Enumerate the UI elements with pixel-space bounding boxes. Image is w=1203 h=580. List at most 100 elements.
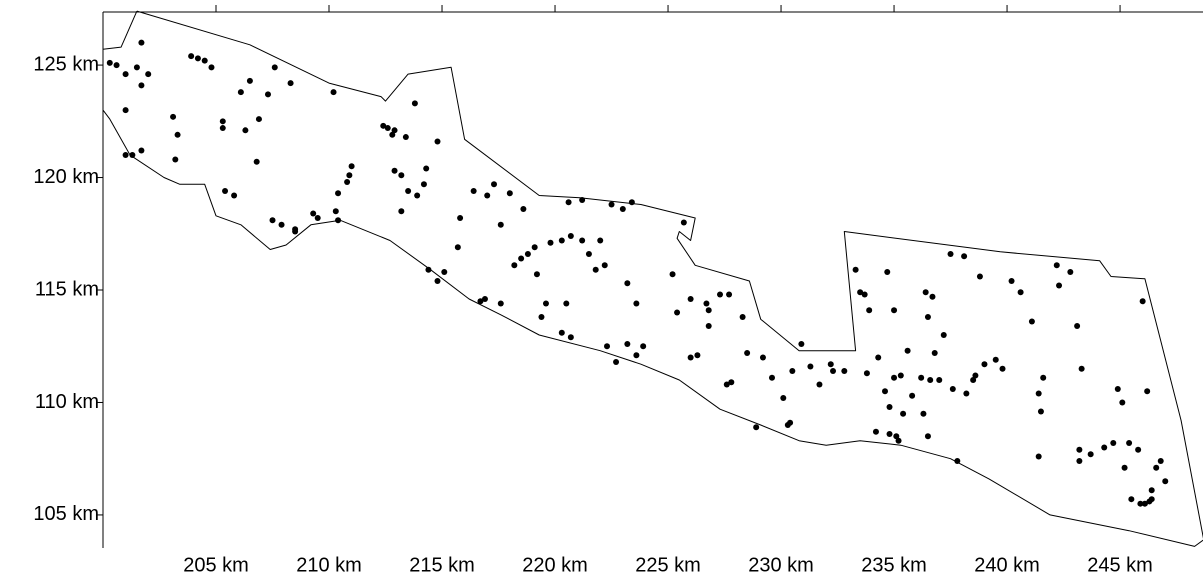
point [1148, 496, 1155, 503]
y-tick-label: 115 km [35, 278, 99, 300]
point [895, 437, 902, 444]
point [827, 361, 834, 368]
point [753, 424, 760, 431]
point [1037, 408, 1044, 415]
point [538, 314, 545, 321]
point [172, 156, 179, 163]
point [420, 181, 427, 188]
point [717, 291, 724, 298]
point [680, 219, 687, 226]
point [909, 392, 916, 399]
point [188, 53, 195, 60]
point [922, 289, 929, 296]
point [608, 201, 615, 208]
point [940, 331, 947, 338]
y-tick-label: 120 km [33, 166, 99, 188]
point [269, 217, 276, 224]
point [924, 433, 931, 440]
point [891, 374, 898, 381]
point [931, 349, 938, 356]
point [531, 244, 538, 251]
point [533, 271, 540, 278]
point [780, 394, 787, 401]
point [201, 57, 208, 64]
point [1035, 390, 1042, 397]
point [208, 64, 215, 71]
point [669, 271, 676, 278]
point [542, 300, 549, 307]
point [703, 300, 710, 307]
point [411, 100, 418, 107]
point [122, 152, 129, 159]
point [567, 233, 574, 240]
point [857, 289, 864, 296]
point [425, 266, 432, 273]
point [194, 55, 201, 62]
point [335, 217, 342, 224]
point [687, 296, 694, 303]
point [1008, 278, 1015, 285]
point [346, 172, 353, 179]
point [170, 113, 177, 120]
point [129, 152, 136, 159]
point [872, 428, 879, 435]
point [558, 329, 565, 336]
point [723, 381, 730, 388]
point [477, 298, 484, 305]
point [897, 372, 904, 379]
point [936, 376, 943, 383]
point [976, 273, 983, 280]
point [1040, 374, 1047, 381]
point [402, 134, 409, 141]
point [1137, 500, 1144, 507]
point [992, 356, 999, 363]
point [882, 388, 889, 395]
point [830, 367, 837, 374]
point [592, 266, 599, 273]
point [138, 39, 145, 46]
point [1035, 453, 1042, 460]
point [1056, 282, 1063, 289]
point [726, 291, 733, 298]
point [924, 314, 931, 321]
point [619, 206, 626, 213]
x-tick-label: 205 km [183, 554, 249, 576]
point [398, 172, 405, 179]
point [414, 192, 421, 199]
point [506, 190, 513, 197]
point [222, 188, 229, 195]
point [1162, 478, 1169, 485]
point [875, 354, 882, 361]
point [694, 352, 701, 359]
point [1110, 439, 1117, 446]
point [310, 210, 317, 217]
x-tick-label: 230 km [748, 554, 814, 576]
point [389, 131, 396, 138]
point [1078, 365, 1085, 372]
point [122, 107, 129, 114]
x-tick-label: 245 km [1087, 554, 1153, 576]
point [287, 80, 294, 87]
point [398, 208, 405, 215]
point [1028, 318, 1035, 325]
point [816, 381, 823, 388]
point [497, 300, 504, 307]
point [947, 251, 954, 258]
point [886, 403, 893, 410]
y-tick-label: 125 km [33, 53, 99, 75]
point [918, 374, 925, 381]
point [441, 269, 448, 276]
x-tick-label: 235 km [861, 554, 927, 576]
point [454, 244, 461, 251]
point [1076, 446, 1083, 453]
point [624, 280, 631, 287]
point [138, 82, 145, 89]
point [219, 118, 226, 125]
point [271, 64, 278, 71]
point [113, 62, 120, 69]
point [1153, 464, 1160, 471]
point [927, 376, 934, 383]
point [237, 89, 244, 96]
point [739, 314, 746, 321]
point [963, 390, 970, 397]
